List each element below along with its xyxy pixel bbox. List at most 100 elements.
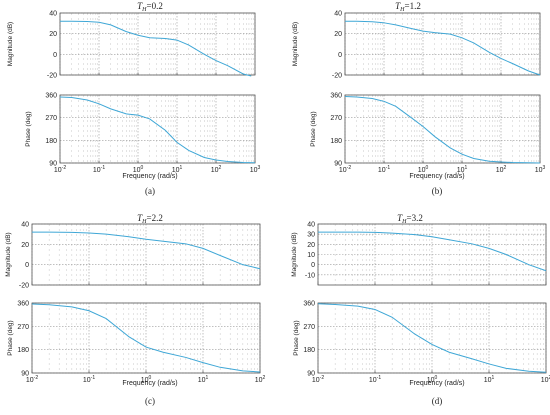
- y-tick-label: 180: [17, 347, 29, 354]
- y-tick-label: 40: [49, 11, 57, 18]
- phase-ylabel: Phase (deg): [25, 111, 32, 146]
- y-tick-label: 360: [45, 93, 57, 100]
- x-tick-label: 101: [484, 375, 495, 384]
- y-tick-label: -20: [332, 73, 342, 80]
- x-tick-label: 100: [133, 165, 144, 174]
- y-tick-label: 360: [17, 301, 29, 308]
- chart-title: TH=3.2: [397, 213, 423, 225]
- x-tick-label: 101: [198, 375, 209, 384]
- x-tick-label: 103: [535, 165, 546, 174]
- magnitude-plot-area: [60, 13, 255, 75]
- y-tick-label: 20: [21, 242, 29, 249]
- subfigure-caption: (a): [145, 186, 155, 196]
- x-tick-label: 100: [427, 375, 438, 384]
- subfigure-caption: (c): [145, 396, 155, 406]
- y-tick-label: 0: [25, 262, 29, 269]
- y-tick-label: 40: [21, 222, 29, 229]
- x-tick-label: 103: [250, 165, 261, 174]
- magnitude-series-line: [345, 20, 541, 76]
- x-axis-label: Frequency (rad/s): [122, 173, 177, 180]
- y-tick-label: 0: [338, 52, 342, 59]
- y-tick-label: 40: [307, 222, 315, 229]
- magnitude-panel: 40 20 0 -20 Magnitude (dB): [7, 11, 256, 80]
- y-tick-label: 270: [45, 115, 57, 122]
- y-tick-label: 90: [49, 161, 57, 168]
- magnitude-ylabel: Magnitude (dB): [291, 232, 298, 276]
- y-tick-label: 10: [307, 252, 315, 259]
- magnitude-ylabel: Magnitude (dB): [7, 22, 14, 66]
- y-tick-label: -10: [305, 272, 315, 279]
- x-tick-label: 10-2: [339, 165, 351, 174]
- subfigure-caption: (b): [432, 186, 443, 196]
- y-tick-label: 40: [334, 11, 342, 18]
- magnitude-series-line: [32, 231, 261, 270]
- x-tick-label: 102: [541, 375, 550, 384]
- y-tick-label: 270: [330, 115, 342, 122]
- y-tick-label: 360: [330, 93, 342, 100]
- x-tick-label: 100: [141, 375, 152, 384]
- y-tick-label: 90: [21, 371, 29, 378]
- x-tick-label: 101: [172, 165, 183, 174]
- x-axis-label: Frequency (rad/s): [122, 380, 177, 387]
- x-tick-label: 10-2: [54, 165, 66, 174]
- phase-series-line: [344, 96, 541, 164]
- magnitude-series-line: [60, 20, 252, 77]
- phase-ylabel: Phase (deg): [293, 320, 300, 355]
- phase-plot-area: [60, 95, 255, 163]
- y-tick-label: 0: [53, 52, 57, 59]
- chart-title: TH=0.2: [137, 1, 163, 13]
- x-tick-label: 100: [418, 165, 429, 174]
- magnitude-panel: 40 30 20 10 0 -10 Magnitude (dB): [291, 222, 547, 286]
- y-tick-label: 20: [49, 31, 57, 38]
- y-tick-label: 270: [303, 324, 315, 331]
- phase-ylabel: Phase (deg): [310, 111, 317, 146]
- phase-series-line: [317, 303, 547, 373]
- y-tick-label: 180: [45, 138, 57, 145]
- y-tick-label: 0: [311, 262, 315, 269]
- x-tick-label: 10-2: [26, 375, 38, 384]
- phase-series-line: [31, 303, 261, 373]
- magnitude-panel: 40 20 0 -20 Magnitude (dB): [5, 222, 261, 290]
- y-tick-label: 30: [307, 232, 315, 239]
- x-tick-label: 102: [211, 165, 222, 174]
- y-tick-label: 270: [17, 324, 29, 331]
- y-tick-label: 20: [334, 31, 342, 38]
- x-axis-label: Frequency (rad/s): [409, 173, 464, 180]
- x-tick-label: 10-1: [369, 375, 381, 384]
- magnitude-panel: 40 20 0 -20 Magnitude (dB): [292, 11, 541, 80]
- y-tick-label: -20: [47, 73, 57, 80]
- magnitude-axes-frame: [59, 12, 256, 76]
- magnitude-axes-frame: [344, 12, 541, 76]
- magnitude-plot-area: [345, 13, 540, 75]
- x-tick-label: 10-1: [378, 165, 390, 174]
- x-tick-label: 102: [255, 375, 266, 384]
- y-tick-label: 20: [307, 242, 315, 249]
- phase-axes-frame: [344, 94, 541, 164]
- magnitude-series-line: [318, 231, 547, 272]
- phase-axes-frame: [59, 94, 256, 164]
- subfigure-caption: (d): [432, 396, 443, 406]
- x-tick-label: 10-2: [312, 375, 324, 384]
- chart-title: TH=2.2: [137, 213, 163, 225]
- phase-plot-area: [345, 95, 540, 163]
- y-tick-label: 360: [303, 301, 315, 308]
- y-tick-label: 180: [330, 138, 342, 145]
- magnitude-ylabel: Magnitude (dB): [5, 232, 12, 276]
- y-tick-label: 90: [307, 371, 315, 378]
- y-tick-label: 90: [334, 161, 342, 168]
- x-tick-label: 10-1: [93, 165, 105, 174]
- y-tick-label: 180: [303, 347, 315, 354]
- y-tick-label: -20: [19, 283, 29, 290]
- chart-title: TH=1.2: [395, 1, 421, 13]
- x-tick-label: 102: [496, 165, 507, 174]
- x-axis-label: Frequency (rad/s): [409, 380, 464, 387]
- x-tick-label: 101: [457, 165, 468, 174]
- magnitude-ylabel: Magnitude (dB): [292, 22, 299, 66]
